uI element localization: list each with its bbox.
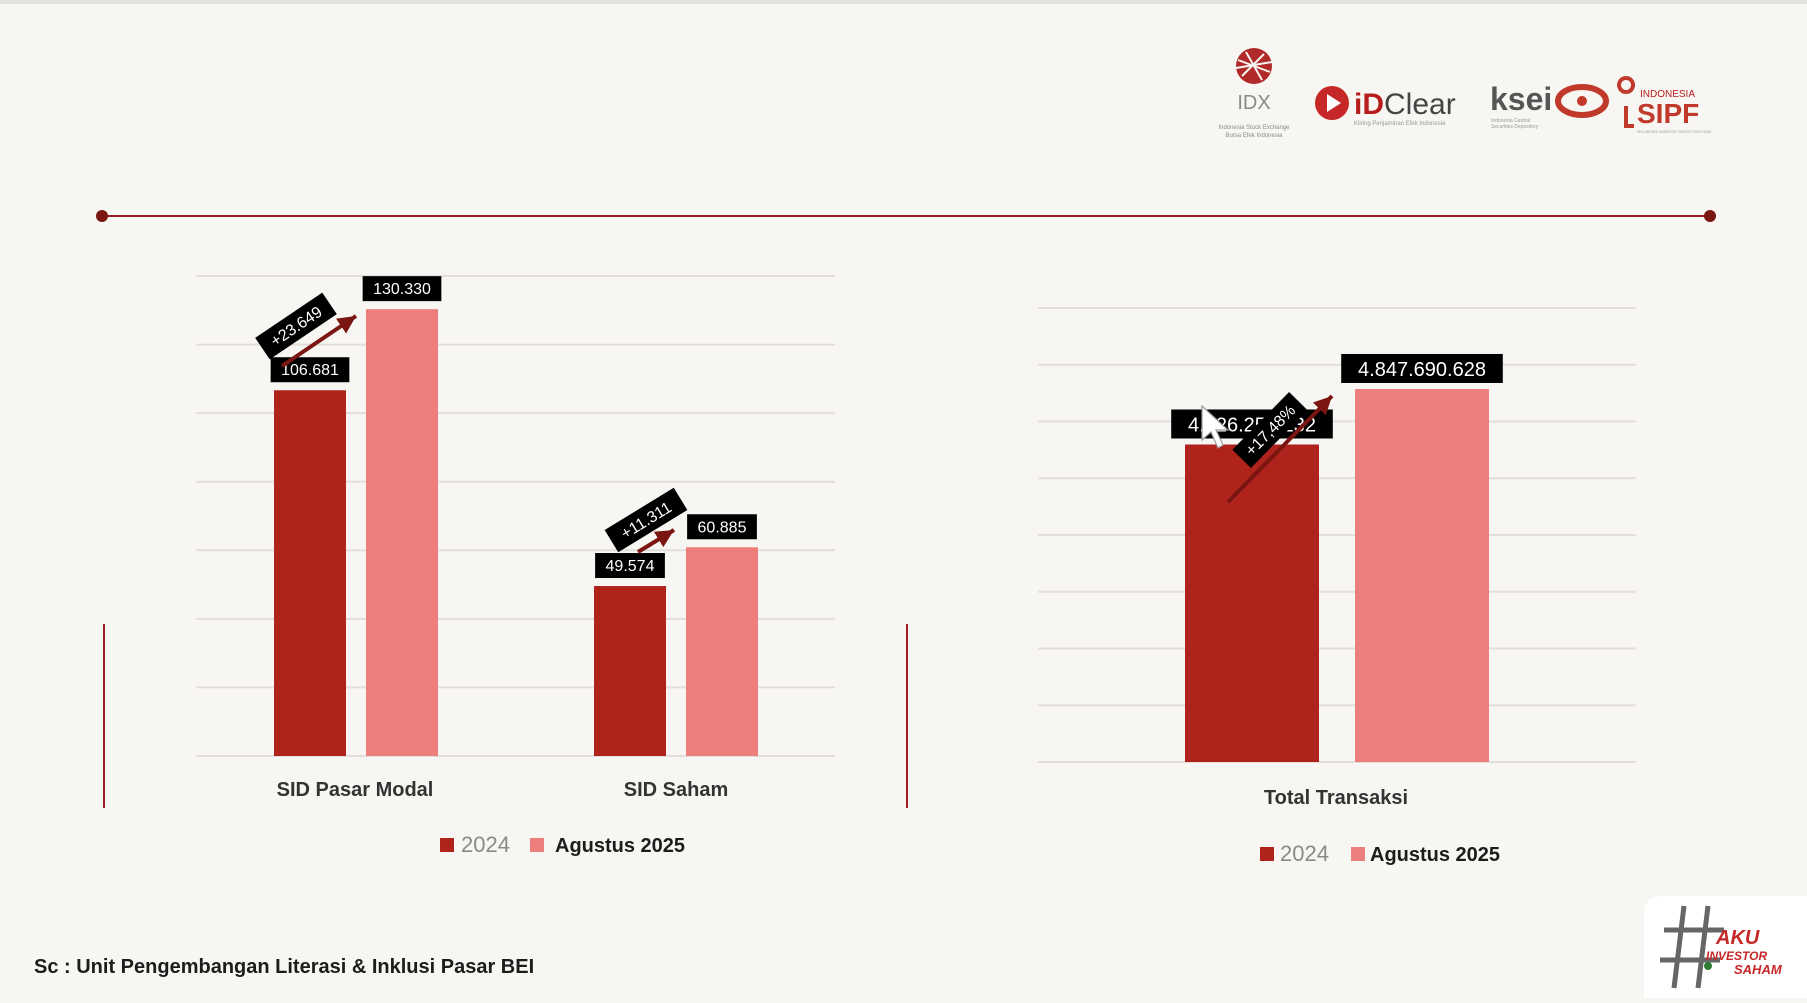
- data-label-aug2025-1: 60.885: [687, 514, 757, 540]
- sponsor-logos: IDX Indonesia Stock Exchange Bursa Efek …: [1218, 48, 1712, 139]
- svg-text:Kliring Penjaminan Efek Indone: Kliring Penjaminan Efek Indonesia: [1354, 121, 1446, 127]
- grid-lines: [1038, 307, 1636, 763]
- svg-text:AKU: AKU: [1715, 927, 1760, 949]
- delta-annotation-0: +23.649: [255, 292, 358, 368]
- svg-text:Bursa Efek Indonesia: Bursa Efek Indonesia: [1225, 133, 1283, 139]
- legend-swatch-aug2025: [1351, 847, 1365, 861]
- data-label-aug2025-0: 130.330: [362, 276, 442, 302]
- data-label-2024-1-text: 49.574: [606, 558, 655, 575]
- delta-annotation-1: +11.311: [604, 487, 688, 554]
- svg-text:Indonesia Central: Indonesia Central: [1491, 118, 1530, 124]
- delta-annotation-1-tag: +11.311: [604, 487, 688, 553]
- delta-annotation-0-tag: +23.649: [255, 292, 337, 360]
- category-label-sid-pasar-modal: SID Pasar Modal: [277, 779, 434, 801]
- legend-label-aug2025: Agustus 2025: [555, 835, 685, 857]
- data-labels: 106.681 130.330 49.574 60.885: [270, 276, 757, 579]
- data-label-2024-0-text: 106.681: [281, 362, 339, 379]
- chart-sid: 106.681 130.330 49.574 60.885 +23.649 +11.31…: [103, 275, 908, 857]
- svg-text:SECURITIES INVESTOR PROTECTION: SECURITIES INVESTOR PROTECTION FUND: [1637, 130, 1712, 134]
- legend-swatch-2024: [440, 838, 454, 852]
- legend: 2024 Agustus 2025: [440, 832, 685, 857]
- legend: 2024 Agustus 2025: [1260, 841, 1500, 866]
- legend-label-2024: 2024: [461, 832, 510, 857]
- source-note: Sc : Unit Pengembangan Literasi & Inklus…: [34, 956, 535, 978]
- sipf-logo: INDONESIA SIPF SECURITIES INVESTOR PROTE…: [1617, 76, 1712, 134]
- data-label-aug2025-total: 4.847.690.628: [1341, 353, 1503, 383]
- bar-aug2025-1: [686, 547, 758, 756]
- idx-logo: IDX Indonesia Stock Exchange Bursa Efek …: [1218, 48, 1290, 139]
- data-label-2024-1: 49.574: [595, 553, 665, 579]
- svg-text:ksei: ksei: [1490, 81, 1552, 117]
- legend-label-aug2025: Agustus 2025: [1370, 844, 1500, 866]
- annotations: +23.649 +11.311: [255, 292, 688, 554]
- category-label-total-transaksi: Total Transaksi: [1264, 787, 1408, 809]
- cursor-icon: [1201, 404, 1230, 449]
- legend-swatch-2024: [1260, 847, 1274, 861]
- trend-arrow-icon: [1226, 394, 1334, 504]
- svg-text:Securities Depository: Securities Depository: [1491, 124, 1539, 130]
- data-label-aug2025-total-text: 4.847.690.628: [1358, 359, 1486, 381]
- top-border: [0, 0, 1807, 4]
- svg-text:Indonesia Stock Exchange: Indonesia Stock Exchange: [1218, 125, 1290, 131]
- bar-2024-total: [1185, 444, 1319, 762]
- data-label-aug2025-1-text: 60.885: [698, 519, 747, 536]
- svg-text:SIPF: SIPF: [1637, 98, 1699, 129]
- arrowhead-icon: [653, 530, 674, 548]
- bar-aug2025-0: [366, 309, 438, 756]
- bars: [274, 309, 758, 756]
- svg-text:iDClear: iDClear: [1354, 88, 1456, 121]
- hashtag-icon: AKU INVESTOR SAHAM: [1660, 905, 1783, 989]
- bar-2024-1: [594, 586, 666, 756]
- timeline-dot-left: [96, 210, 108, 222]
- arrowhead-icon: [1312, 396, 1332, 416]
- idx-logo-text: IDX: [1237, 92, 1270, 114]
- bars: [1185, 388, 1489, 762]
- svg-text:INVESTOR: INVESTOR: [1706, 949, 1767, 963]
- data-label-2024-0: 106.681: [270, 357, 350, 383]
- legend-label-2024: 2024: [1280, 841, 1329, 866]
- legend-swatch-aug2025: [530, 838, 544, 852]
- category-label-sid-saham: SID Saham: [624, 779, 728, 801]
- aku-investor-saham-badge: AKU INVESTOR SAHAM: [1644, 896, 1807, 998]
- svg-text:SAHAM: SAHAM: [1734, 962, 1783, 977]
- arrowhead-icon: [336, 316, 356, 334]
- data-label-aug2025-0-text: 130.330: [373, 281, 431, 298]
- bar-aug2025-total: [1355, 388, 1489, 762]
- timeline-dot-right: [1704, 210, 1716, 222]
- idclear-logo: iDClear Kliring Penjaminan Efek Indonesi…: [1315, 86, 1456, 127]
- ksei-logo: ksei Indonesia Central Securities Deposi…: [1490, 81, 1609, 130]
- svg-text:INDONESIA: INDONESIA: [1640, 89, 1695, 100]
- bar-2024-0: [274, 390, 346, 756]
